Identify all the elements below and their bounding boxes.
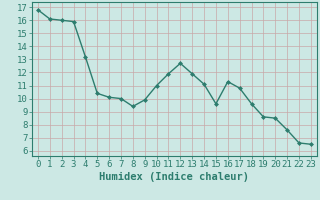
X-axis label: Humidex (Indice chaleur): Humidex (Indice chaleur) <box>100 172 249 182</box>
